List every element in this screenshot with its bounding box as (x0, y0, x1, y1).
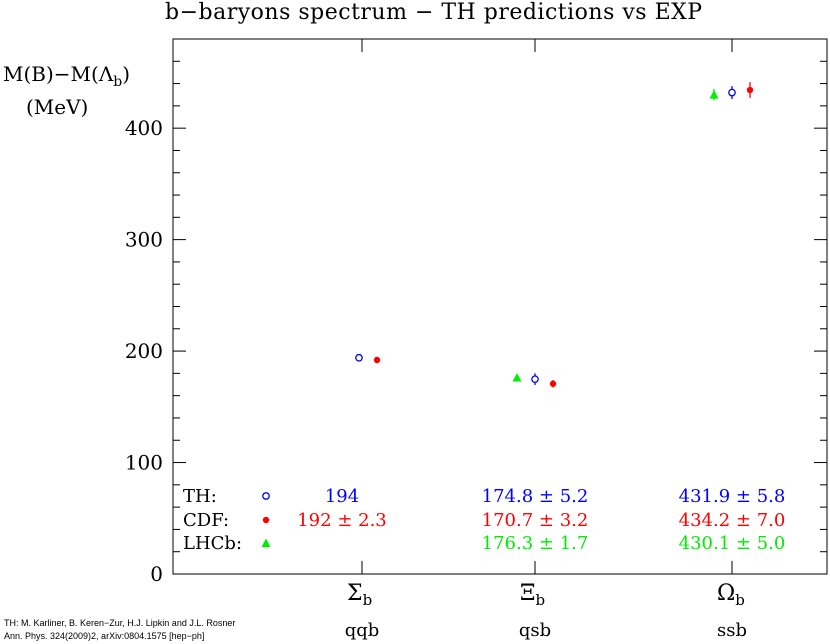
y-tick-label: 0 (150, 562, 163, 586)
data-point (549, 380, 557, 387)
legend-label: LHCb: (183, 533, 242, 554)
y-axis-label-text: M(B)−M(Λ (3, 62, 114, 86)
value-label: 176.3 ± 1.7 (482, 533, 589, 554)
legend-marker (261, 538, 271, 547)
y-axis-label: M(B)−M(Λb) (3, 62, 131, 90)
data-point (746, 86, 754, 94)
data-point (512, 372, 522, 382)
legend-label: CDF: (183, 510, 229, 531)
category-quark-label: qqb (345, 620, 380, 641)
y-axis-label-close: ) (122, 62, 131, 86)
data-point (728, 88, 736, 97)
value-label: 434.2 ± 7.0 (679, 510, 786, 531)
value-label: 430.1 ± 5.0 (679, 533, 786, 554)
category-label: Ξb (520, 581, 545, 609)
value-label: 170.7 ± 3.2 (482, 510, 589, 531)
data-point (709, 90, 719, 99)
category-quark-label: ssb (717, 620, 747, 641)
category-label: Σb (347, 581, 372, 609)
value-label: 192 ± 2.3 (297, 510, 387, 531)
value-label: 431.9 ± 5.8 (679, 486, 786, 507)
data-point (531, 375, 539, 384)
y-axis-label-subscript: b (113, 74, 123, 90)
y-tick-label: 400 (125, 116, 163, 140)
data-point (355, 353, 363, 362)
reference-line-1: TH: M. Karliner, B. Keren−Zur, H.J. Lipk… (4, 618, 236, 628)
y-tick-label: 300 (125, 228, 163, 252)
y-tick-label: 200 (125, 339, 163, 363)
value-label: 174.8 ± 5.2 (482, 486, 589, 507)
y-tick-label: 100 (125, 451, 163, 475)
y-axis-unit: (MeV) (26, 95, 89, 119)
category-quark-label: qsb (519, 620, 551, 641)
chart-title: b−baryons spectrum − TH predictions vs E… (165, 0, 703, 25)
legend-marker (262, 492, 270, 500)
legend-label: TH: (183, 486, 217, 507)
category-label: Ωb (717, 581, 745, 609)
reference-line-2: Ann. Phys. 324(2009)2, arXiv:0804.1575 [… (4, 631, 205, 641)
data-point (373, 356, 381, 364)
value-label: 194 (325, 486, 359, 507)
legend-marker (262, 516, 270, 524)
